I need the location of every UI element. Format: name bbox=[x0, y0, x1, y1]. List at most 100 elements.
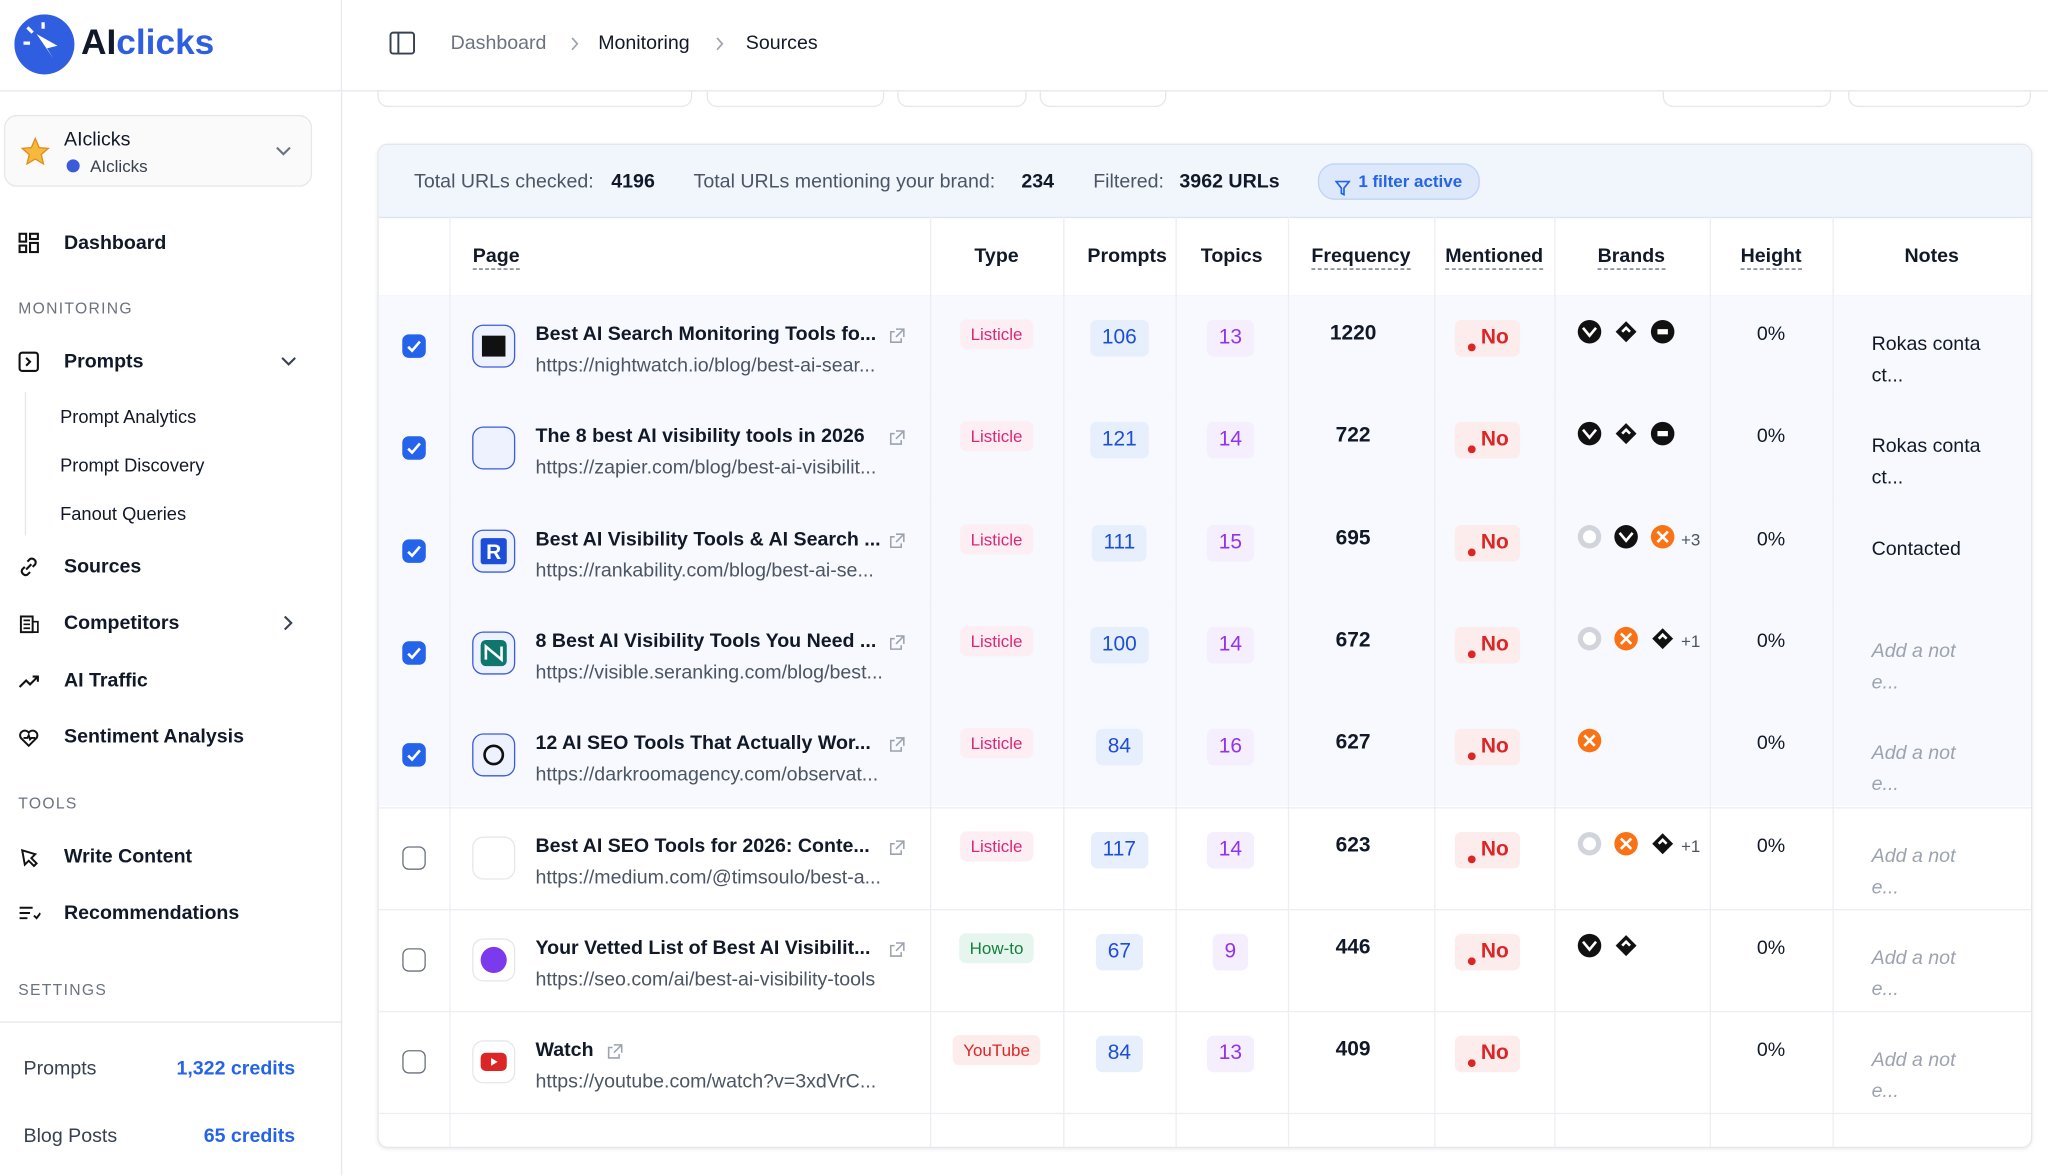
page-title[interactable]: Watch bbox=[535, 1039, 594, 1062]
notes[interactable]: Add a note... bbox=[1871, 946, 1956, 1001]
row-checkbox[interactable] bbox=[402, 538, 426, 563]
status-dot-svg bbox=[1467, 445, 1476, 454]
logo-ai: AI bbox=[80, 22, 117, 63]
nav-sub-item[interactable]: Fanout Queries bbox=[60, 502, 187, 524]
favicon bbox=[472, 938, 516, 982]
prompts-count: 106 bbox=[1090, 319, 1149, 357]
nav-sub-item[interactable]: Prompt Analytics bbox=[60, 406, 197, 428]
top-bar bbox=[342, 0, 2048, 92]
nav-sub-item[interactable]: Prompt Discovery bbox=[60, 454, 205, 476]
mentioned-text: No bbox=[1480, 1042, 1509, 1065]
height: 0% bbox=[1756, 425, 1786, 448]
notes[interactable]: Add a note... bbox=[1871, 1048, 1956, 1103]
column-border bbox=[1434, 216, 1436, 1147]
brand-icon bbox=[1650, 523, 1676, 549]
nav-item[interactable]: AI Traffic bbox=[63, 669, 148, 692]
column-header[interactable]: Type bbox=[974, 245, 1018, 267]
row-bg bbox=[378, 397, 2031, 500]
page-title[interactable]: The 8 best AI visibility tools in 2026 bbox=[535, 425, 865, 448]
workspace-switcher[interactable] bbox=[3, 114, 313, 187]
notes[interactable]: Contacted bbox=[1871, 537, 1961, 560]
column-header[interactable]: Height bbox=[1740, 244, 1802, 270]
column-header[interactable]: Mentioned bbox=[1445, 244, 1544, 270]
mentioned-badge: No bbox=[1454, 933, 1521, 971]
status-dot bbox=[1467, 948, 1476, 965]
column-header[interactable]: Frequency bbox=[1311, 244, 1411, 270]
row-checkbox[interactable] bbox=[402, 743, 426, 767]
column-border bbox=[1175, 216, 1177, 1147]
stat-label: Filtered: bbox=[1093, 170, 1164, 193]
column-border bbox=[1554, 216, 1556, 1147]
page-title[interactable]: Best AI SEO Tools for 2026: Conte... bbox=[535, 834, 870, 857]
row-checkbox[interactable] bbox=[402, 845, 426, 870]
row-checkbox[interactable] bbox=[402, 641, 426, 665]
column-header[interactable]: Brands bbox=[1597, 244, 1665, 270]
notes[interactable]: Add a note... bbox=[1871, 742, 1956, 796]
nav-item[interactable]: Sentiment Analysis bbox=[63, 725, 245, 748]
row-checkbox[interactable] bbox=[402, 1050, 426, 1074]
brand-icon-svg bbox=[1615, 321, 1637, 343]
frequency: 446 bbox=[1335, 936, 1371, 959]
brand-icon-svg bbox=[1650, 524, 1675, 549]
notes[interactable]: Add a note... bbox=[1871, 844, 1956, 898]
brand-icon-svg bbox=[1650, 319, 1675, 344]
mentioned-text: No bbox=[1480, 326, 1509, 349]
column-header[interactable]: Notes bbox=[1904, 245, 1958, 267]
credit-label: Prompts bbox=[23, 1057, 97, 1080]
status-dot bbox=[1467, 334, 1476, 352]
page-title[interactable]: 12 AI SEO Tools That Actually Wor... bbox=[535, 732, 871, 755]
page-title[interactable]: Your Vetted List of Best AI Visibilit... bbox=[535, 936, 871, 960]
notes[interactable]: Rokas contact... bbox=[1871, 333, 1981, 387]
nav-item[interactable]: Sources bbox=[63, 555, 142, 578]
external-link-svg bbox=[607, 1044, 623, 1059]
external-link bbox=[889, 633, 905, 650]
prompts-count: 84 bbox=[1095, 729, 1143, 766]
nav-item[interactable]: Dashboard bbox=[63, 231, 167, 255]
nav-item[interactable]: Competitors bbox=[63, 611, 180, 635]
column-border bbox=[449, 216, 451, 1147]
row-checkbox[interactable] bbox=[402, 334, 426, 358]
column-header-text: Notes bbox=[1904, 244, 1959, 268]
notes[interactable]: Rokas contact... bbox=[1871, 435, 1981, 489]
column-header[interactable]: Topics bbox=[1201, 245, 1263, 267]
filter-badge[interactable]: 1 filter active bbox=[1317, 163, 1480, 200]
brands-more: +3 bbox=[1680, 529, 1701, 549]
stat-value: 4196 bbox=[611, 170, 655, 193]
brand-icon bbox=[1576, 523, 1602, 549]
brand-icon bbox=[1576, 319, 1602, 345]
notes[interactable]: Add a note... bbox=[1871, 639, 1956, 694]
column-header-text: Type bbox=[974, 244, 1019, 268]
breadcrumb-sep bbox=[716, 37, 724, 51]
sidebar-toggle[interactable] bbox=[389, 31, 416, 55]
credit-value: 65 credits bbox=[203, 1125, 296, 1148]
row-checkbox[interactable] bbox=[402, 436, 426, 461]
brand-icon bbox=[1650, 319, 1676, 345]
brand-icon-svg bbox=[1650, 422, 1675, 446]
topics-count: 13 bbox=[1206, 1035, 1254, 1073]
column-header[interactable]: Prompts bbox=[1087, 245, 1166, 267]
prompts-count: 111 bbox=[1091, 524, 1147, 562]
brand-icon-svg bbox=[1577, 729, 1602, 753]
nav-item[interactable]: Prompts bbox=[63, 350, 144, 373]
external-link-svg bbox=[889, 430, 905, 446]
page-title[interactable]: Best AI Search Monitoring Tools fo... bbox=[535, 323, 877, 346]
status-dot-svg bbox=[1467, 1059, 1476, 1068]
breadcrumb[interactable]: Monitoring bbox=[598, 31, 690, 55]
workspace-sub: AIclicks bbox=[90, 156, 148, 176]
brand-icon bbox=[1613, 625, 1639, 651]
nav-item[interactable]: Write Content bbox=[63, 845, 193, 868]
brands-more: +1 bbox=[1680, 631, 1701, 651]
favicon bbox=[472, 1040, 516, 1084]
mentioned-text: No bbox=[1480, 531, 1509, 554]
topics-count: 15 bbox=[1206, 524, 1254, 562]
page-title[interactable]: Best AI Visibility Tools & AI Search ... bbox=[535, 527, 881, 550]
nav-item[interactable]: Recommendations bbox=[63, 901, 240, 925]
page-title[interactable]: 8 Best AI Visibility Tools You Need ... bbox=[535, 630, 877, 653]
height: 0% bbox=[1756, 936, 1786, 960]
type-badge: How-to bbox=[959, 932, 1034, 963]
row-checkbox[interactable] bbox=[402, 947, 426, 972]
column-header[interactable]: Page bbox=[472, 244, 520, 270]
external-link-svg bbox=[889, 532, 905, 548]
breadcrumb[interactable]: Dashboard bbox=[450, 31, 547, 55]
star-icon bbox=[20, 136, 50, 166]
